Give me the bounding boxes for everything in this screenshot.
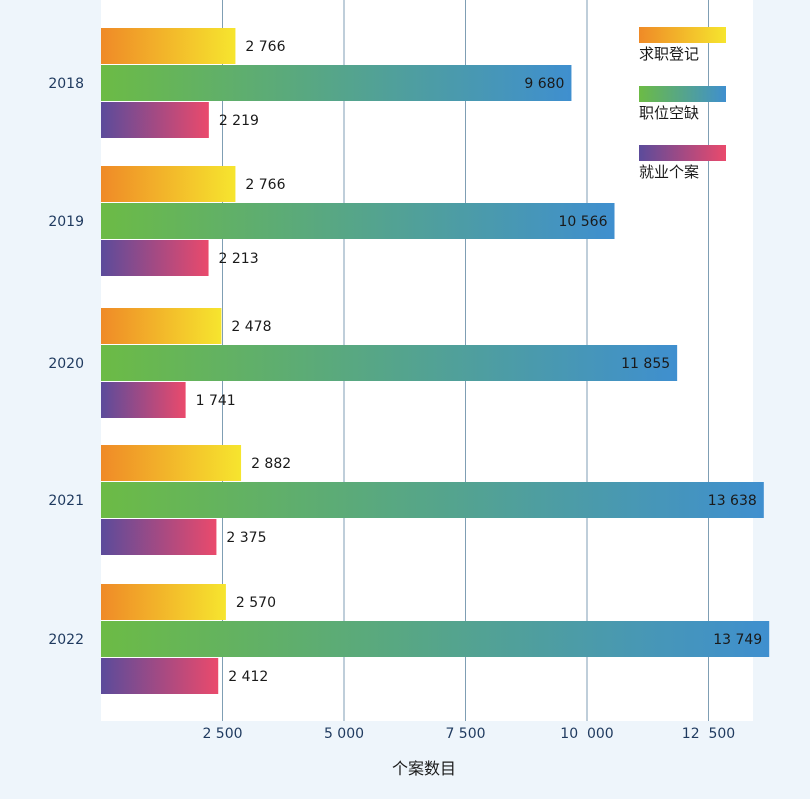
bar xyxy=(101,382,186,418)
bar xyxy=(101,308,222,344)
y-tick-label: 2018 xyxy=(48,76,84,92)
bar xyxy=(101,65,572,101)
data-label: 9 680 xyxy=(524,76,564,92)
x-tick-label: 10 000 xyxy=(560,726,613,742)
bar xyxy=(101,240,209,276)
data-label: 1 741 xyxy=(196,393,236,409)
bar xyxy=(101,519,217,555)
y-tick-label: 2020 xyxy=(48,356,84,372)
bar xyxy=(101,166,236,202)
legend-swatch xyxy=(639,86,726,102)
data-label: 11 855 xyxy=(621,356,670,372)
bar xyxy=(101,203,615,239)
data-label: 2 882 xyxy=(251,456,291,472)
bar xyxy=(101,345,678,381)
legend-label: 职位空缺 xyxy=(639,104,699,122)
legend-swatch xyxy=(639,27,726,43)
data-label: 2 766 xyxy=(245,177,285,193)
bar xyxy=(101,28,236,64)
x-tick-label: 7 500 xyxy=(445,726,485,742)
data-label: 10 566 xyxy=(559,214,608,230)
x-axis-title: 个案数目 xyxy=(392,759,456,778)
data-label: 13 749 xyxy=(713,632,762,648)
bar xyxy=(101,445,242,481)
bar xyxy=(101,584,226,620)
bar xyxy=(101,658,219,694)
data-label: 2 219 xyxy=(219,113,259,129)
y-tick-label: 2019 xyxy=(48,214,84,230)
bar xyxy=(101,102,209,138)
x-tick-label: 12 500 xyxy=(682,726,735,742)
legend-label: 求职登记 xyxy=(639,45,699,63)
bar xyxy=(101,621,770,657)
y-tick-label: 2022 xyxy=(48,632,84,648)
data-label: 2 412 xyxy=(228,669,268,685)
data-label: 2 570 xyxy=(236,595,276,611)
x-tick-label: 5 000 xyxy=(324,726,364,742)
bar xyxy=(101,482,764,518)
data-label: 2 213 xyxy=(219,251,259,267)
y-tick-label: 2021 xyxy=(48,493,84,509)
legend-swatch xyxy=(639,145,726,161)
data-label: 2 375 xyxy=(226,530,266,546)
x-tick-label: 2 500 xyxy=(202,726,242,742)
data-label: 2 766 xyxy=(245,39,285,55)
data-label: 2 478 xyxy=(231,319,271,335)
data-label: 13 638 xyxy=(708,493,757,509)
legend-label: 就业个案 xyxy=(639,163,699,181)
